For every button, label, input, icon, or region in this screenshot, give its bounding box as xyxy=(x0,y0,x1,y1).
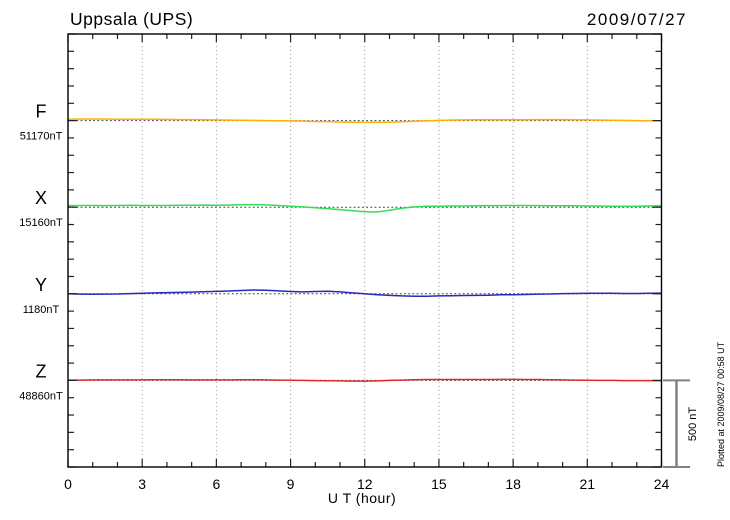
station-title: Uppsala (UPS) xyxy=(70,9,193,29)
series-label-X: X xyxy=(35,188,47,208)
x-tick-label: 12 xyxy=(357,476,373,492)
series-label-Z: Z xyxy=(36,361,47,381)
trace-Z xyxy=(68,378,662,382)
plotted-timestamp-note: Plotted at 2009/08/27 00:58 UT xyxy=(716,341,726,467)
x-tick-label: 18 xyxy=(505,476,521,492)
x-tick-label: 24 xyxy=(654,476,670,492)
series-label-Y: Y xyxy=(35,275,47,295)
scale-bar-label: 500 nT xyxy=(687,407,699,442)
date-label: 2009/07/27 xyxy=(587,10,687,29)
x-tick-label: 0 xyxy=(64,476,72,492)
series-label-F: F xyxy=(36,102,47,122)
trace-X xyxy=(67,203,662,213)
x-axis-title: U T (hour) xyxy=(328,490,396,506)
series-baseline-value-F: 51170nT xyxy=(20,131,63,143)
series-baseline-value-Y: 1180nT xyxy=(23,304,60,316)
x-tick-label: 6 xyxy=(212,476,220,492)
trace-Y xyxy=(67,289,662,297)
x-tick-label: 9 xyxy=(287,476,295,492)
x-tick-label: 21 xyxy=(580,476,596,492)
x-tick-label: 3 xyxy=(138,476,146,492)
plot-frame xyxy=(67,33,663,468)
x-tick-label: 15 xyxy=(431,476,447,492)
series-baseline-value-X: 15160nT xyxy=(19,217,63,229)
series-baseline-value-Z: 48860nT xyxy=(19,390,63,402)
trace-F xyxy=(67,118,662,124)
